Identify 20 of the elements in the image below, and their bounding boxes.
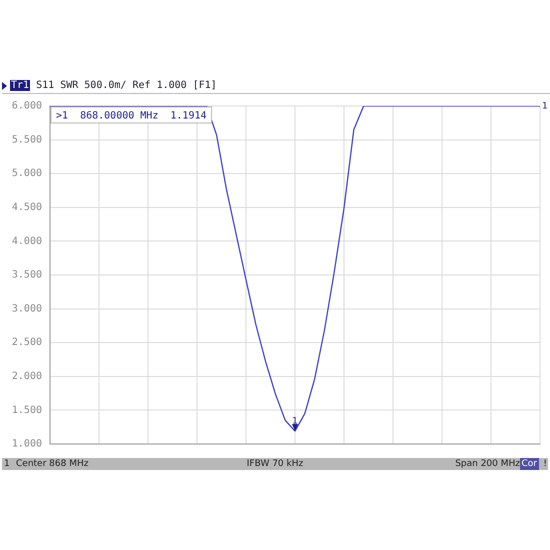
y-tick-label: 5.000 <box>12 168 42 180</box>
y-tick-label: 4.000 <box>12 236 42 247</box>
y-tick-label: 4.500 <box>12 202 42 213</box>
text: 1 <box>542 101 548 112</box>
y-tick-label: 5.500 <box>12 134 42 146</box>
text: 1 <box>4 458 10 470</box>
y-tick-label: 1.500 <box>12 404 42 416</box>
text: Cor <box>520 458 539 470</box>
text: Span 200 MHz <box>455 458 520 470</box>
text: IFBW 70 kHz <box>246 458 304 470</box>
y-tick-label: 3.000 <box>12 303 42 314</box>
annotation: >1 868.00000 MHz 1.1914 <box>56 110 207 122</box>
text: ! <box>543 458 547 470</box>
y-tick-label: 3.500 <box>12 270 42 281</box>
annotation: 1 <box>292 416 298 426</box>
y-tick-label: 2.000 <box>12 370 42 382</box>
text: Center 868 MHz <box>16 458 88 470</box>
y-tick-label: 2.500 <box>12 337 42 348</box>
y-tick-label: 6.000 <box>12 100 42 112</box>
y-tick-label: 1.000 <box>12 438 42 450</box>
